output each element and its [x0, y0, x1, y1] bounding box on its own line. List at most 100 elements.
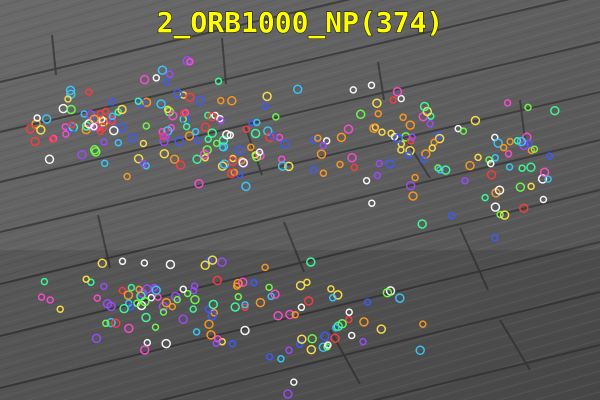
- orb-keypoint: [387, 129, 395, 138]
- orb-keypoint: [303, 296, 314, 306]
- orb-keypoint: [295, 280, 306, 291]
- orb-keypoint: [265, 132, 275, 143]
- orb-keypoint: [206, 330, 216, 340]
- orb-keypoint: [207, 128, 217, 138]
- orb-keypoint: [273, 311, 283, 321]
- orb-keypoint: [378, 128, 386, 136]
- orb-keypoint: [504, 149, 513, 158]
- orb-keypoint: [241, 181, 251, 192]
- orb-keypoint: [428, 144, 437, 152]
- orb-keypoint: [222, 130, 232, 140]
- orb-keypoint: [316, 149, 327, 159]
- orb-keypoint: [422, 106, 433, 117]
- orb-keypoint: [322, 137, 331, 145]
- orb-keypoint: [173, 295, 181, 304]
- orb-keypoint: [526, 162, 536, 173]
- orb-keypoint: [163, 105, 172, 114]
- floor-shadow: [0, 250, 600, 400]
- orb-keypoint: [359, 317, 369, 327]
- orb-keypoint: [474, 153, 482, 162]
- orb-keypoint: [376, 324, 387, 334]
- orb-keypoint: [417, 219, 427, 229]
- orb-keypoint: [217, 257, 227, 267]
- orb-keypoint: [173, 88, 183, 99]
- orb-keypoint: [319, 169, 328, 177]
- orb-keypoint: [109, 125, 119, 136]
- orb-keypoint: [140, 296, 150, 307]
- orb-keypoint: [295, 340, 304, 349]
- orb-keypoint: [368, 199, 376, 207]
- orb-keypoint: [139, 159, 148, 168]
- orb-keypoint: [404, 151, 413, 159]
- orb-keypoint: [367, 81, 376, 90]
- orb-keypoint: [253, 118, 261, 127]
- orb-keypoint: [233, 278, 243, 289]
- orb-keypoint: [242, 125, 251, 133]
- orb-keypoint: [397, 94, 405, 103]
- orb-keypoint: [434, 164, 442, 172]
- orb-keypoint: [89, 145, 100, 155]
- orb-keypoint: [212, 139, 221, 148]
- orb-keypoint: [162, 132, 170, 141]
- orb-keypoint: [399, 113, 407, 122]
- orb-keypoint: [485, 156, 493, 164]
- orb-keypoint: [499, 210, 510, 220]
- orb-keypoint: [372, 98, 382, 108]
- orb-keypoint: [270, 289, 280, 300]
- orb-keypoint: [397, 146, 405, 154]
- orb-keypoint: [140, 259, 149, 267]
- orb-keypoint: [204, 319, 214, 330]
- orb-keypoint: [345, 315, 353, 324]
- orb-keypoint: [415, 345, 425, 356]
- orb-keypoint: [192, 328, 201, 336]
- orb-keypoint: [194, 178, 204, 189]
- orb-keypoint: [139, 139, 148, 148]
- orb-keypoint: [108, 98, 116, 106]
- orb-keypoint: [127, 283, 136, 292]
- orb-keypoint: [175, 160, 186, 170]
- orb-keypoint: [159, 132, 167, 140]
- orb-keypoint: [408, 133, 416, 141]
- orb-keypoint: [156, 99, 166, 109]
- orb-keypoint: [408, 191, 418, 201]
- orb-keypoint: [227, 156, 238, 166]
- orb-keypoint: [240, 325, 250, 336]
- orb-keypoint: [217, 161, 228, 171]
- orb-keypoint: [265, 353, 274, 361]
- orb-keypoint: [117, 122, 127, 133]
- orb-keypoint: [178, 314, 188, 325]
- orb-keypoint: [515, 182, 526, 192]
- orb-keypoint: [208, 299, 219, 310]
- orb-keypoint: [490, 202, 501, 212]
- orb-keypoint: [166, 70, 174, 78]
- orb-keypoint: [426, 120, 434, 128]
- orb-keypoint: [277, 161, 288, 171]
- orb-keypoint: [168, 110, 178, 121]
- orb-keypoint: [265, 283, 273, 292]
- orb-keypoint: [133, 153, 144, 164]
- orb-keypoint: [436, 165, 444, 174]
- orb-keypoint: [91, 333, 102, 344]
- orb-keypoint: [330, 333, 340, 343]
- orb-keypoint: [200, 122, 211, 133]
- orb-keypoint: [336, 132, 347, 143]
- orb-keypoint: [135, 285, 143, 294]
- orb-keypoint: [285, 309, 295, 320]
- orb-keypoint: [419, 155, 428, 164]
- orb-keypoint: [48, 135, 57, 143]
- orb-keypoint: [324, 341, 332, 349]
- orb-keypoint: [123, 172, 131, 181]
- orb-keypoint: [261, 102, 270, 110]
- orb-keypoint: [505, 163, 514, 171]
- orb-keypoint: [192, 154, 202, 164]
- orb-keypoint: [319, 141, 328, 150]
- orb-keypoint: [64, 95, 72, 103]
- orb-keypoint: [303, 278, 311, 287]
- orb-keypoint: [496, 210, 504, 219]
- orb-keypoint: [405, 120, 416, 130]
- orb-keypoint: [516, 136, 527, 147]
- orb-keypoint: [183, 289, 192, 298]
- orb-keypoint: [159, 136, 169, 147]
- orb-keypoint: [218, 143, 227, 152]
- orb-keypoint: [200, 260, 210, 271]
